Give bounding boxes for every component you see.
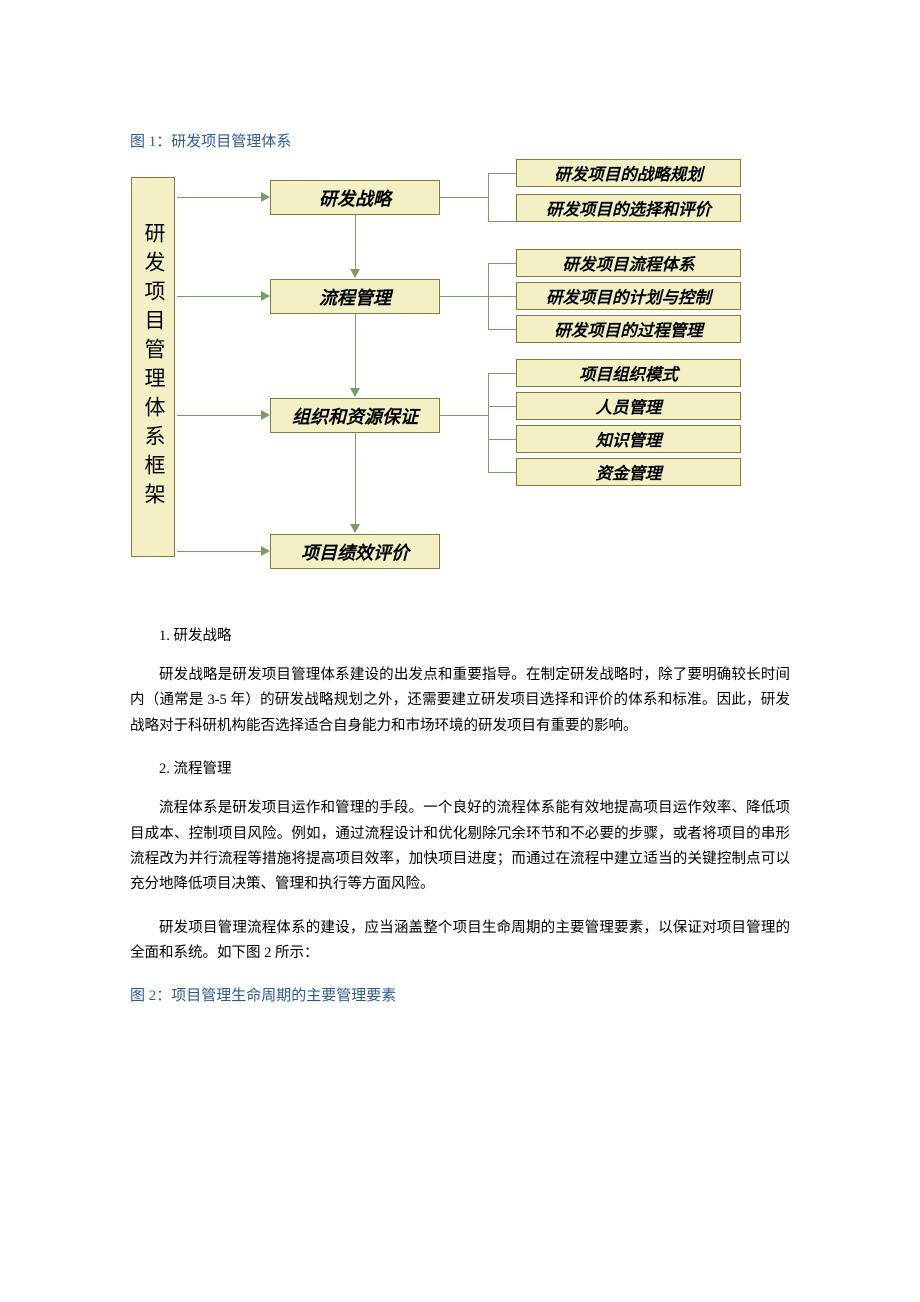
right-box-r3b: 人员管理 [516, 392, 741, 420]
arrow-left-mid2 [261, 291, 270, 301]
arrow-mid3-mid4 [350, 524, 360, 533]
arrow-left-mid1 [261, 192, 270, 202]
right-box-r1a: 研发项目的战略规划 [516, 159, 741, 187]
conn-left-to-mid2 [177, 296, 267, 297]
conn-r2b [488, 296, 516, 297]
right-box-r3d: 资金管理 [516, 458, 741, 486]
arrow-left-mid4 [261, 546, 270, 556]
conn-mid3-mid4 [355, 433, 356, 528]
conn-mid1-mid2 [355, 215, 356, 273]
conn-r2a [488, 263, 516, 264]
right-box-r2b: 研发项目的计划与控制 [516, 282, 741, 310]
section-1-body: 研发战略是研发项目管理体系建设的出发点和重要指导。在制定研发战略时，除了要明确较… [130, 663, 790, 739]
conn-mid2-r [440, 296, 488, 297]
conn-r3-bracket [488, 373, 489, 473]
conn-r1-bracket [488, 173, 489, 221]
arrow-left-mid3 [261, 410, 270, 420]
right-box-r2a: 研发项目流程体系 [516, 249, 741, 277]
mid-box-eval: 项目绩效评价 [270, 534, 440, 569]
conn-mid2-mid3 [355, 314, 356, 392]
conn-r3b [488, 406, 516, 407]
figure-1-diagram: 研发项目管理体系框架 研发战略 流程管理 组织和资源保证 项目绩效评价 研发项目… [130, 159, 750, 589]
conn-r3d [488, 472, 516, 473]
left-column-label: 研发项目管理体系框架 [138, 222, 168, 512]
conn-left-to-mid3 [177, 415, 267, 416]
figure-2-title: 图 2：项目管理生命周期的主要管理要素 [130, 984, 790, 1005]
figure-1-title: 图 1：研发项目管理体系 [130, 130, 790, 151]
left-column-box: 研发项目管理体系框架 [131, 177, 175, 557]
mid-box-strategy: 研发战略 [270, 180, 440, 215]
conn-r1b [488, 221, 516, 222]
conn-mid3-r [440, 415, 488, 416]
arrow-mid2-mid3 [350, 388, 360, 397]
conn-r3c [488, 439, 516, 440]
right-box-r3c: 知识管理 [516, 425, 741, 453]
conn-mid1-r [440, 197, 488, 198]
arrow-mid1-mid2 [350, 269, 360, 278]
right-box-r3a: 项目组织模式 [516, 359, 741, 387]
section-1-heading: 1. 研发战略 [130, 624, 790, 645]
right-box-r2c: 研发项目的过程管理 [516, 315, 741, 343]
section-2-body-1: 流程体系是研发项目运作和管理的手段。一个良好的流程体系能有效地提高项目运作效率、… [130, 796, 790, 898]
conn-r3a [488, 373, 516, 374]
mid-box-process: 流程管理 [270, 279, 440, 314]
right-box-r1b: 研发项目的选择和评价 [516, 194, 741, 222]
conn-r1a [488, 173, 516, 174]
section-2-heading: 2. 流程管理 [130, 757, 790, 778]
conn-r2c [488, 329, 516, 330]
conn-left-to-mid4 [177, 551, 267, 552]
section-2-body-2: 研发项目管理流程体系的建设，应当涵盖整个项目生命周期的主要管理要素，以保证对项目… [130, 916, 790, 967]
mid-box-org: 组织和资源保证 [270, 398, 440, 433]
conn-left-to-mid1 [177, 197, 267, 198]
